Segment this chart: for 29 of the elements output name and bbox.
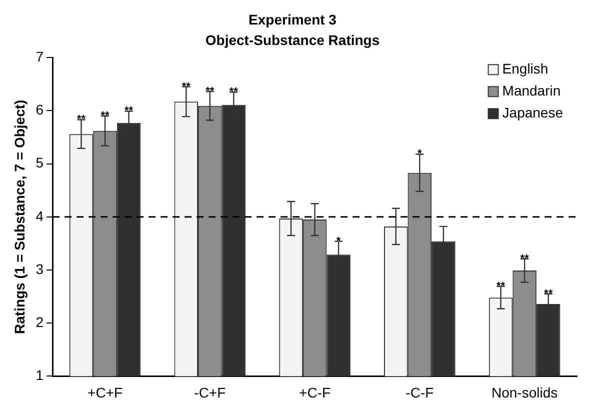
chart-subtitle: Object-Substance Ratings <box>205 32 380 48</box>
data-label: ** <box>520 252 530 265</box>
data-label: ** <box>182 80 192 93</box>
data-label: ** <box>206 86 215 98</box>
data-label: ** <box>544 288 554 300</box>
data-label: * <box>336 235 342 248</box>
data-label: ** <box>229 86 239 98</box>
y-tick-label: 5 <box>36 154 44 171</box>
legend-label: Mandarin <box>502 82 561 98</box>
data-label: ** <box>100 110 110 122</box>
data-label: ** <box>76 114 86 126</box>
x-tick-label: +C+F <box>88 384 123 400</box>
x-tick-label: +C-F <box>299 384 331 400</box>
y-tick-label: 2 <box>36 314 44 330</box>
chart-title: Experiment 3 <box>248 11 337 28</box>
y-tick-label: 3 <box>36 260 44 277</box>
y-tick-label: 6 <box>36 102 44 118</box>
legend-label: English <box>502 60 548 76</box>
data-label: ** <box>124 105 134 118</box>
y-tick-label: 4 <box>36 208 44 224</box>
x-tick-label: -C-F <box>406 384 434 400</box>
y-axis-title: Ratings (1 = Substance, 7 = Object) <box>11 100 28 334</box>
data-label: * <box>418 148 423 160</box>
y-tick-label: 1 <box>36 367 44 384</box>
y-tick-label: 7 <box>36 48 44 64</box>
legend-label: Japanese <box>502 104 564 120</box>
data-label: ** <box>496 280 506 292</box>
x-tick-label: Non-solids <box>491 384 558 400</box>
x-tick-label: -C+F <box>194 384 226 400</box>
